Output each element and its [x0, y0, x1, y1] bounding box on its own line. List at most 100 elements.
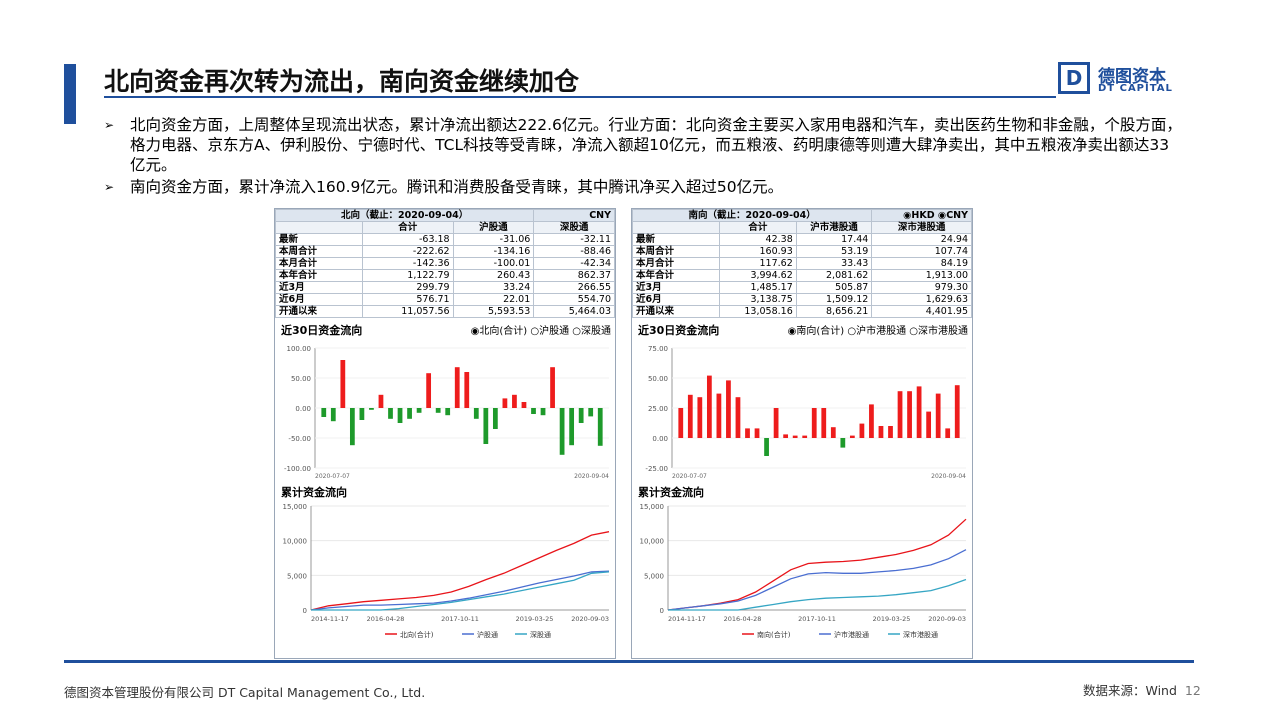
- series-line: [310, 570, 610, 611]
- south-table: 南向（截止：2020-09-04） ◉HKD ◉CNY 合计 沪市港股通 深市港…: [631, 209, 972, 318]
- bar: [764, 438, 769, 456]
- title-accent-bar: [64, 64, 76, 124]
- north-table: 北向（截止：2020-09-04） CNY 合计 沪股通 深股通 最新 -63.1…: [274, 209, 615, 318]
- y-tick-label: 75.00: [648, 345, 668, 353]
- cell: 505.87: [795, 281, 873, 294]
- bar: [597, 408, 603, 446]
- col-header: 深市港股通: [871, 221, 972, 234]
- table-row: 近6月 576.71 22.01 554.70: [275, 293, 615, 306]
- bar: [330, 408, 336, 422]
- table-row: 本月合计 -142.36 -100.01 -42.34: [275, 257, 615, 270]
- cell: 8,656.21: [795, 305, 873, 318]
- series-line: [311, 571, 610, 611]
- col-header: 沪股通: [452, 221, 535, 234]
- bar: [483, 408, 489, 444]
- cell: 979.30: [871, 281, 972, 294]
- title-divider: [104, 96, 1056, 98]
- x-tick-label: 2020-07-07: [315, 473, 350, 480]
- south-bar-chart: 近30日资金流向 ◉南向(合计) ○沪市港股通 ○深市港股通 75.00 50.0…: [638, 323, 968, 480]
- footer-source: 数据来源：Wind: [1083, 683, 1177, 698]
- y-tick-label: 0.00: [295, 405, 311, 413]
- cell: 862.37: [533, 269, 615, 282]
- cell: 1,122.79: [362, 269, 454, 282]
- cell: -63.18: [362, 233, 454, 246]
- cell: 33.43: [795, 257, 873, 270]
- cell: 117.62: [719, 257, 797, 270]
- bar: [397, 408, 403, 423]
- bar: [569, 408, 575, 446]
- bar-chart-legend[interactable]: ◉北向(合计) ○沪股通 ○深股通: [471, 324, 611, 337]
- south-currency-toggle[interactable]: ◉HKD ◉CNY: [871, 209, 972, 222]
- cell: 554.70: [533, 293, 615, 306]
- row-label: 近3月: [275, 281, 363, 294]
- north-currency[interactable]: CNY: [533, 209, 615, 222]
- bar: [349, 408, 355, 446]
- bar: [888, 426, 893, 438]
- y-tick-label: 100.00: [287, 345, 312, 353]
- x-tick-label: 2020-09-03: [928, 615, 966, 623]
- y-tick-label: -50.00: [288, 435, 311, 443]
- x-tick-label: 2020-09-03: [571, 615, 609, 623]
- cell: -222.62: [362, 245, 454, 258]
- table-row: 本月合计 117.62 33.43 84.19: [632, 257, 972, 270]
- row-label: 最新: [275, 233, 363, 246]
- bar: [464, 372, 470, 408]
- bar: [540, 408, 546, 416]
- cell: 3,994.62: [719, 269, 797, 282]
- legend-label: 南向(合计): [757, 630, 791, 639]
- logo-mark-icon: D: [1058, 62, 1090, 94]
- bar: [435, 408, 441, 413]
- bar: [578, 408, 584, 423]
- table-row: 最新 42.38 17.44 24.94: [632, 233, 972, 246]
- bar: [407, 408, 412, 419]
- cell: 1,485.17: [719, 281, 797, 294]
- x-tick-label: 2014-11-17: [668, 615, 706, 623]
- north-panel: 北向（截止：2020-09-04） CNY 合计 沪股通 深股通 最新 -63.1…: [274, 208, 616, 659]
- row-label: 本月合计: [275, 257, 363, 270]
- row-label: 近6月: [275, 293, 363, 306]
- row-label: 本年合计: [632, 269, 720, 282]
- cell: 107.74: [871, 245, 972, 258]
- row-label: 本周合计: [632, 245, 720, 258]
- x-tick-label: 2019-03-25: [516, 615, 554, 623]
- bar: [321, 408, 327, 417]
- north-bar-chart: 近30日资金流向 ◉北向(合计) ○沪股通 ○深股通 100.00 50.00 0.…: [281, 323, 611, 480]
- page-title: 北向资金再次转为流出，南向资金继续加仓: [104, 67, 580, 96]
- bar: [773, 408, 779, 438]
- cell: 3,138.75: [719, 293, 797, 306]
- bar: [369, 408, 374, 410]
- bar: [954, 385, 960, 438]
- bar-chart-legend[interactable]: ◉南向(合计) ○沪市港股通 ○深市港股通: [788, 324, 968, 337]
- cell: -88.46: [533, 245, 615, 258]
- y-tick-label: 0: [303, 607, 307, 615]
- y-tick-label: 5,000: [644, 572, 664, 580]
- x-tick-label: 2020-09-04: [574, 473, 609, 480]
- bar: [512, 394, 517, 408]
- bullet-text: 南向资金方面，累计净流入160.9亿元。腾讯和消费股备受青睐，其中腾讯净买入超过…: [130, 178, 784, 196]
- bar: [802, 435, 808, 438]
- bar: [849, 435, 855, 438]
- south-panel: 南向（截止：2020-09-04） ◉HKD ◉CNY 合计 沪市港股通 深市港…: [631, 208, 973, 659]
- bar: [388, 408, 393, 419]
- table-row: 开通以来 11,057.56 5,593.53 5,464.03: [275, 305, 615, 318]
- legend-label: 深股通: [530, 630, 551, 639]
- logo-name-cn: 德图资本: [1098, 67, 1166, 87]
- series-line: [667, 518, 967, 611]
- x-tick-label: 2020-07-07: [672, 473, 707, 480]
- cell: 11,057.56: [362, 305, 454, 318]
- y-tick-label: 0: [660, 607, 664, 615]
- cell: 160.93: [719, 245, 797, 258]
- bar-chart-title: 近30日资金流向: [281, 323, 362, 337]
- cell: 24.94: [871, 233, 972, 246]
- col-header: 深股通: [533, 221, 615, 234]
- cell: 2,081.62: [795, 269, 873, 282]
- legend-label: 深市港股通: [903, 630, 938, 639]
- cell: 1,629.63: [871, 293, 972, 306]
- company-logo: D 德图资本 DT CAPITAL: [1058, 62, 1178, 98]
- bar: [878, 426, 884, 438]
- corner-cell: [632, 221, 720, 234]
- bar: [678, 408, 684, 438]
- page-number: 12: [1184, 683, 1201, 698]
- cum-chart-title: 累计资金流向: [281, 485, 347, 499]
- row-label: 本年合计: [275, 269, 363, 282]
